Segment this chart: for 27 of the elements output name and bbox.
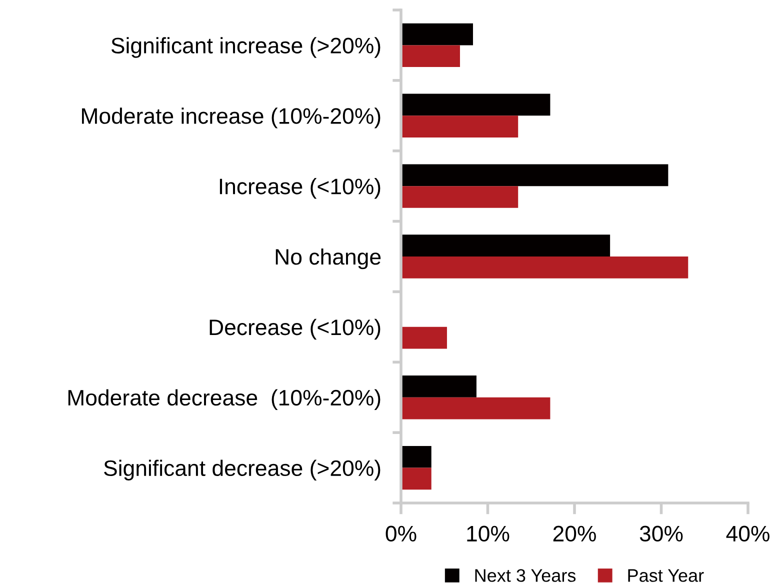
x-tick-label: 40% [726, 526, 770, 542]
bar [401, 164, 668, 186]
bar [401, 186, 518, 208]
bar [401, 234, 610, 256]
y-tick-label: Decrease (<10%) [210, 318, 380, 340]
y-tick-label: Increase (<10%) [220, 178, 380, 199]
legend-label: Next 3 Years [475, 569, 576, 582]
legend-label: Past Year [628, 569, 704, 582]
bar [401, 116, 518, 138]
bar [401, 326, 447, 349]
bar [401, 397, 550, 420]
x-tick-label: 20% [553, 526, 596, 542]
bar [401, 446, 432, 468]
bar [401, 376, 476, 398]
y-tick-label: No change [276, 248, 381, 270]
bar [401, 23, 474, 46]
y-tick-label: Moderate decrease (10%-20%) [68, 389, 380, 410]
bar [401, 45, 460, 68]
y-tick-label: Significant increase (>20%) [111, 37, 380, 58]
y-tick-label: Moderate increase (10%-20%) [82, 108, 380, 128]
x-tick-label: 10% [467, 526, 510, 542]
bar [401, 94, 550, 116]
x-tick-label: 0% [386, 526, 416, 542]
x-tick-label: 30% [640, 526, 683, 542]
bar [401, 256, 688, 278]
bar [401, 468, 432, 490]
y-tick-label: Significant decrease (>20%) [104, 460, 380, 480]
